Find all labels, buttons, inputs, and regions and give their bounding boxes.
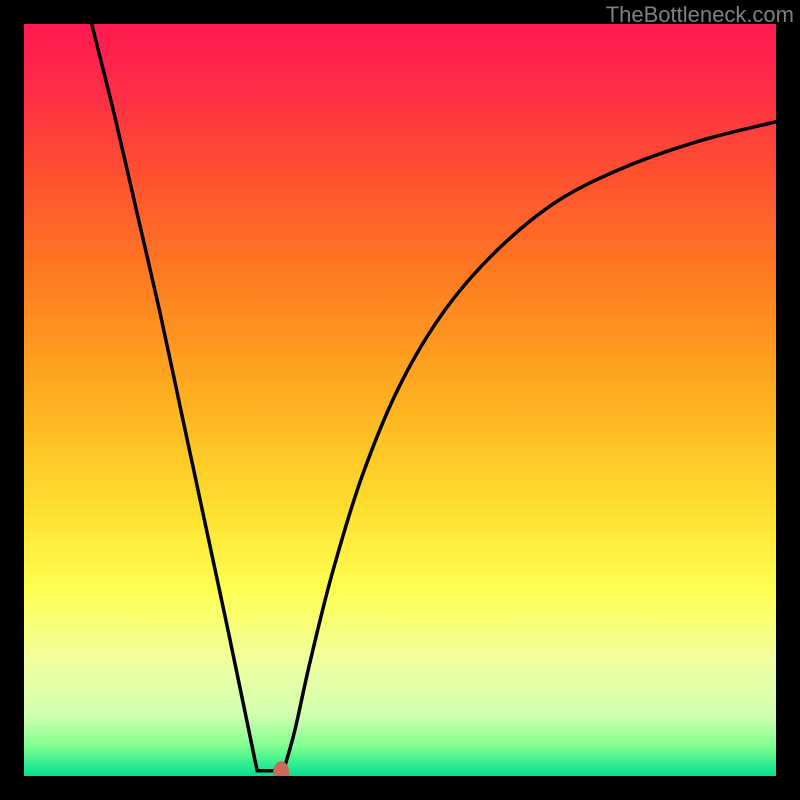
gradient-background: [24, 24, 776, 776]
bottleneck-chart: [0, 0, 800, 800]
watermark-text: TheBottleneck.com: [606, 2, 794, 28]
